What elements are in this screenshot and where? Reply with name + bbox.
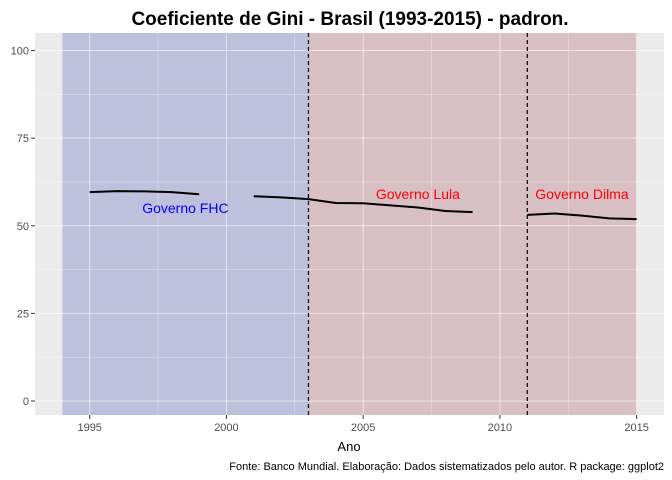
x-tick-label: 2010 [488, 422, 512, 434]
gini-line-0 [89, 190, 200, 196]
y-tick-label: 50 [17, 221, 29, 233]
period-label-0: Governo FHC [142, 200, 228, 216]
period-band-1 [308, 33, 528, 415]
x-tick-label: 1995 [77, 422, 101, 434]
y-tick-label: 0 [23, 396, 29, 408]
gini-line-2 [527, 212, 637, 221]
x-tick-label: 2015 [624, 422, 648, 434]
x-tick-label: 2005 [351, 422, 375, 434]
period-band-0 [62, 33, 309, 415]
x-tick-label: 2000 [214, 422, 238, 434]
period-label-1: Governo Lula [376, 186, 460, 202]
x-axis-title: Ano [337, 439, 360, 454]
period-band-2 [527, 33, 637, 415]
period-label-2: Governo Dilma [535, 186, 629, 202]
y-tick-label: 100 [11, 46, 29, 58]
chart-title: Coeficiente de Gini - Brasil (1993-2015)… [131, 9, 568, 30]
chart-caption: Fonte: Banco Mundial. Elaboração: Dados … [229, 461, 664, 473]
y-tick-label: 25 [17, 308, 29, 320]
y-tick-label: 75 [17, 133, 29, 145]
gini-line-1 [253, 195, 473, 214]
